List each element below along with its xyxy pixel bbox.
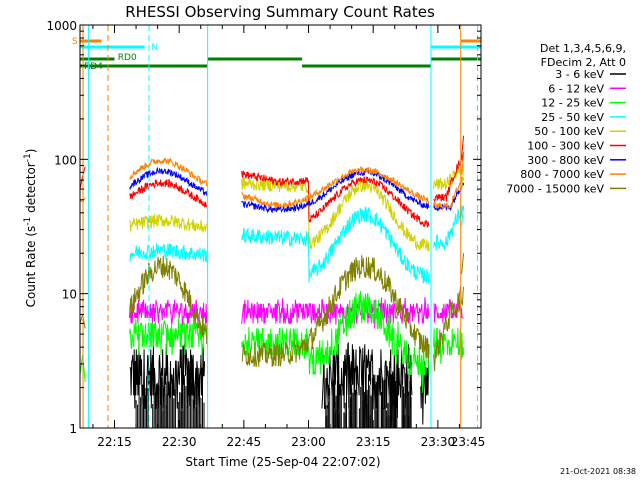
x-tick-label-0: 22:15 — [97, 435, 132, 449]
legend-label-1: 6 - 12 keV — [548, 82, 604, 95]
flag-label-n: N — [151, 43, 158, 53]
legend-label-5: 100 - 300 keV — [527, 140, 604, 153]
y-tick-label-1: 10 — [62, 288, 77, 302]
flag-label-rd4: RD4 — [84, 62, 103, 72]
x-tick-label-1: 22:30 — [162, 435, 197, 449]
legend-label-4: 50 - 100 keV — [534, 125, 604, 138]
series-4-segment-2 — [433, 163, 465, 191]
series-7-segment-1 — [241, 166, 430, 209]
series-4-late — [461, 168, 465, 190]
series-5-segment-0 — [129, 178, 208, 208]
y-tick-label-3: 1000 — [46, 19, 77, 33]
series-0-segment-2 — [138, 374, 411, 428]
series-4-segment-0 — [129, 214, 208, 233]
x-axis-label: Start Time (25-Sep-04 22:07:02) — [185, 455, 380, 469]
series-7-segment-2 — [433, 176, 465, 211]
series-7-late — [461, 153, 465, 175]
legend-label-2: 12 - 25 keV — [541, 97, 604, 110]
series-3-late — [461, 205, 465, 227]
series-2-segment-1 — [241, 290, 430, 394]
flag-label-s: S — [72, 37, 78, 47]
series-3-segment-2 — [433, 204, 465, 251]
series-5-segment-1 — [241, 170, 430, 228]
flags-layer: S N RD0 RD4 — [72, 37, 481, 72]
legend: Det 1,3,4,5,6,9,FDecim 2, Att 03 - 6 keV… — [506, 42, 626, 195]
series-8-segment-0 — [129, 255, 208, 345]
series-6-segment-1 — [241, 167, 430, 214]
series-1-segment-1 — [241, 297, 430, 329]
y-tick-label-2: 100 — [54, 153, 77, 167]
plot-frame — [79, 24, 482, 429]
legend-label-3: 25 - 50 keV — [541, 111, 604, 124]
series-8-late — [461, 253, 465, 275]
series-layer — [80, 135, 465, 428]
series-8-segment-1 — [241, 255, 430, 368]
x-tick-label-2: 22:45 — [227, 435, 262, 449]
series-7-segment-0 — [129, 157, 208, 187]
series-6-segment-0 — [129, 166, 208, 197]
flag-label-rd0: RD0 — [118, 53, 137, 63]
legend-header-1: FDecim 2, Att 0 — [541, 56, 626, 69]
series-6-segment-2 — [433, 182, 465, 212]
series-5-late — [461, 135, 465, 157]
y-tick-label-0: 1 — [69, 422, 77, 436]
x-tick-label-3: 23:00 — [291, 435, 326, 449]
generation-timestamp: 21-Oct-2021 08:38 — [560, 467, 636, 476]
legend-label-6: 300 - 800 keV — [527, 154, 604, 167]
x-tick-label-5: 23:30 — [421, 435, 456, 449]
series-2-segment-2 — [433, 327, 465, 364]
legend-label-8: 7000 - 15000 keV — [506, 182, 604, 195]
series-8-segment-2 — [433, 286, 465, 372]
series-3-segment-1 — [241, 206, 430, 284]
time-markers — [82, 25, 479, 428]
series-3-segment-0 — [129, 243, 208, 263]
x-tick-label-6: 23:45 — [451, 435, 486, 449]
legend-label-0: 3 - 6 keV — [555, 68, 604, 81]
plot-border — [79, 24, 482, 429]
legend-header-0: Det 1,3,4,5,6,9, — [540, 42, 626, 55]
y-axis-label: Count Rate (s-1 detector-1) — [23, 149, 38, 308]
chart-title: RHESSI Observing Summary Count Rates — [125, 3, 435, 21]
legend-label-7: 800 - 7000 keV — [520, 168, 604, 181]
series-5-segment-2 — [433, 152, 465, 203]
x-tick-label-4: 23:15 — [356, 435, 391, 449]
